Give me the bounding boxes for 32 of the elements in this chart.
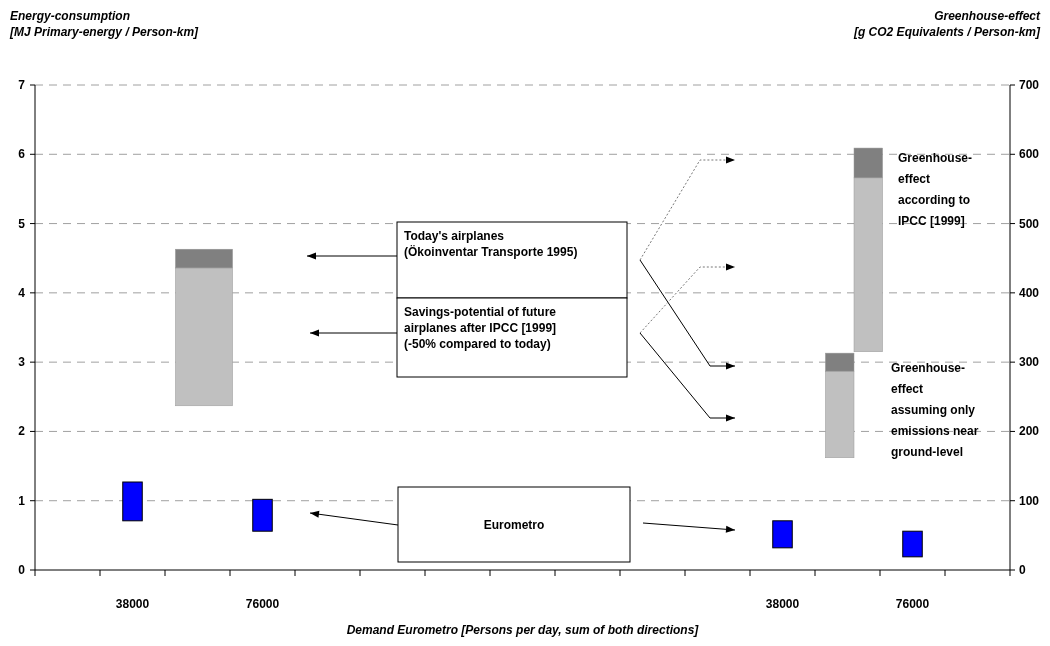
annotation: Greenhouse- effect according to IPCC [1999]: [898, 151, 973, 228]
annotation: Savings-potential of future airplanes after IPCC [1999] (-50% compared to today): [404, 305, 557, 351]
y2-tick-label: 700: [1019, 78, 1040, 92]
bar: [902, 530, 923, 558]
y-axis-title: Energy-consumption [MJ Primary-energy / Person-km]: [9, 9, 200, 39]
y2-tick-label: 600: [1019, 147, 1040, 162]
y2-tick-label: 300: [1019, 355, 1040, 370]
y-tick-label: 0: [18, 563, 26, 577]
bar: [252, 498, 273, 532]
y-tick-label: 6: [18, 147, 26, 162]
y2-tick-label: 0: [1019, 563, 1026, 577]
y-tick-label: 4: [18, 285, 26, 300]
y-tick-label: 1: [18, 493, 26, 508]
x-tick-label: 76000: [895, 597, 930, 611]
y2-tick-label: 500: [1019, 216, 1040, 231]
bar: [122, 481, 143, 522]
x-tick-label: 38000: [765, 597, 800, 611]
x-axis-title: Demand Eurometro [Persons per day, sum of both directions]: [346, 623, 700, 637]
annotation: Today's airplanes (Ökoinventar Transporte 1995): [404, 229, 578, 259]
y-tick-label: 2: [18, 424, 26, 439]
y-tick-label: 3: [18, 355, 26, 370]
x-tick-label: 38000: [115, 597, 150, 611]
y2-axis-title: Greenhouse-effect [g CO2 Equivalents / Person-km]: [852, 9, 1041, 39]
y2-tick-label: 200: [1019, 424, 1040, 439]
annotation: Greenhouse- effect assuming only emissions near ground-level: [891, 361, 979, 459]
y2-tick-label: 100: [1019, 493, 1040, 508]
y-tick-label: 5: [18, 216, 26, 231]
x-tick-label: 76000: [245, 597, 280, 611]
y2-tick-label: 400: [1019, 285, 1040, 300]
annotation: Eurometro: [483, 518, 545, 532]
y-tick-label: 7: [18, 78, 26, 92]
bar: [772, 520, 793, 549]
